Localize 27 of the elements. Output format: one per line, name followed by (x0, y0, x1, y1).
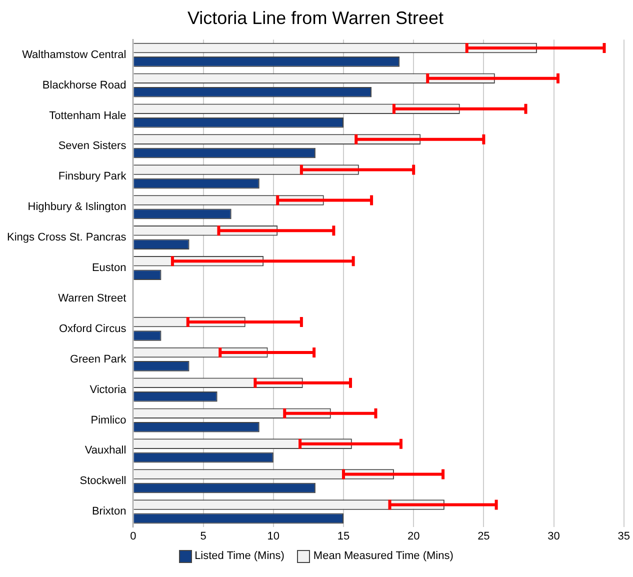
x-tick-label: 25 (478, 530, 490, 542)
y-tick-label: Oxford Circus (58, 322, 127, 335)
x-tick-label: 15 (337, 530, 350, 542)
x-tick-label: 5 (200, 530, 206, 542)
y-tick-label: Brixton (92, 506, 126, 518)
y-tick-label: Seven Sisters (58, 140, 127, 152)
chart-title: Victoria Line from Warren Street (187, 8, 444, 28)
y-tick-label: Kings Cross St. Pancras (6, 232, 127, 244)
x-tick-label: 30 (548, 530, 560, 542)
y-tick-label: Pimlico (90, 414, 126, 426)
y-tick-label: Blackhorse Road (42, 79, 126, 92)
x-tick-label: 10 (267, 530, 280, 542)
y-tick-label: Victoria (90, 384, 128, 396)
x-tick-label: 35 (618, 530, 630, 542)
x-tick-label: 0 (130, 530, 136, 542)
x-tick-label: 20 (407, 530, 420, 542)
y-tick-label: Walthamstow Central (22, 48, 126, 61)
y-tick-label: Vauxhall (84, 444, 126, 457)
y-tick-label: Warren Street (58, 292, 126, 304)
y-tick-label: Highbury & Islington (28, 201, 126, 214)
legend-label: Mean Measured Time (Mins) (313, 550, 454, 562)
y-tick-label: Green Park (70, 353, 127, 366)
y-tick-label: Euston (92, 262, 126, 274)
y-tick-label: Stockwell (80, 475, 126, 488)
y-tick-label: Tottenham Hale (49, 110, 126, 122)
legend-label: Listed Time (Mins) (194, 550, 284, 562)
y-tick-label: Finsbury Park (58, 170, 127, 183)
